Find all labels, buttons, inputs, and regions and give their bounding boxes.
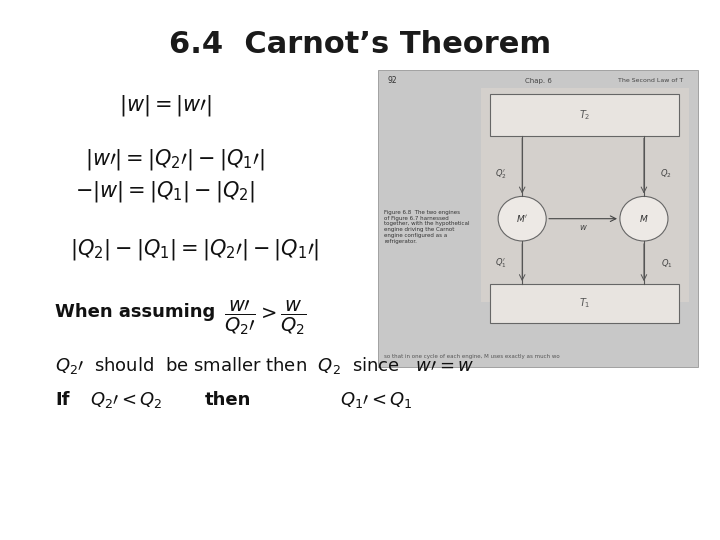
Circle shape <box>498 197 546 241</box>
Text: $Q_2\prime < Q_2$: $Q_2\prime < Q_2$ <box>90 390 163 410</box>
Text: $M'$: $M'$ <box>516 213 528 224</box>
Bar <box>490 94 679 136</box>
Text: $|Q_2| - |Q_1| = |Q_2\prime| - |Q_1\prime|$: $|Q_2| - |Q_1| = |Q_2\prime| - |Q_1\prim… <box>71 238 320 262</box>
Text: $Q_2\prime$  should  be smaller then  $Q_2$  since   $w\prime = w$: $Q_2\prime$ should be smaller then $Q_2$… <box>55 354 474 375</box>
Text: When assuming: When assuming <box>55 303 215 321</box>
Text: $-|w| = |Q_1| - |Q_2|$: $-|w| = |Q_1| - |Q_2|$ <box>75 179 255 205</box>
Circle shape <box>620 197 668 241</box>
Text: $Q_1\prime < Q_1$: $Q_1\prime < Q_1$ <box>340 390 413 410</box>
Text: $Q_1$: $Q_1$ <box>660 257 672 269</box>
Bar <box>378 70 698 367</box>
Text: $|w\prime| = |Q_2\prime| - |Q_1\prime|$: $|w\prime| = |Q_2\prime| - |Q_1\prime|$ <box>85 147 265 172</box>
Text: $M$: $M$ <box>639 213 649 224</box>
Text: The Second Law of T: The Second Law of T <box>618 78 683 83</box>
Text: Figure 6.8  The two engines
of Figure 6.7 harnessed
together, with the hypotheti: Figure 6.8 The two engines of Figure 6.7… <box>384 210 470 244</box>
Text: 6.4  Carnot’s Theorem: 6.4 Carnot’s Theorem <box>169 30 551 59</box>
Text: If: If <box>55 391 70 409</box>
Text: $\dfrac{w\prime}{Q_2\prime} > \dfrac{w}{Q_2}$: $\dfrac{w\prime}{Q_2\prime} > \dfrac{w}{… <box>224 299 307 337</box>
Text: $w$: $w$ <box>579 223 588 232</box>
Text: $\mathit{T}_2$: $\mathit{T}_2$ <box>579 108 590 122</box>
Text: so that in one cycle of each engine, M uses exactly as much wo: so that in one cycle of each engine, M u… <box>384 354 560 359</box>
Text: $Q_2$: $Q_2$ <box>660 168 672 180</box>
Text: $\mathit{T}_1$: $\mathit{T}_1$ <box>579 296 590 310</box>
Text: $|w| = |w\prime|$: $|w| = |w\prime|$ <box>119 92 212 118</box>
Bar <box>490 284 679 322</box>
Text: then: then <box>205 391 251 409</box>
Bar <box>480 88 689 302</box>
Text: $Q_2'$: $Q_2'$ <box>495 167 507 181</box>
Text: 92: 92 <box>387 76 397 85</box>
Text: $Q_1'$: $Q_1'$ <box>495 256 507 270</box>
Text: Chap. 6: Chap. 6 <box>525 78 552 84</box>
